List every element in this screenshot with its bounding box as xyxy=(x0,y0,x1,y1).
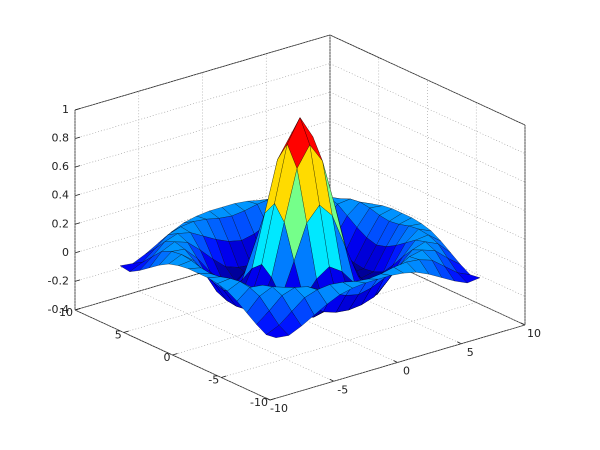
z-tick-label: 0.4 xyxy=(52,189,70,202)
tick-mark xyxy=(74,279,81,282)
x-tick-label: 10 xyxy=(527,327,541,340)
y-tick-label: 10 xyxy=(59,306,73,319)
tick-mark xyxy=(329,378,334,382)
grid-line xyxy=(269,324,526,401)
x-tick-label: 0 xyxy=(403,365,410,378)
x-tick-label: -10 xyxy=(270,402,288,415)
grid-line xyxy=(74,34,331,111)
tick-mark xyxy=(74,165,81,168)
tick-mark xyxy=(74,108,81,111)
z-tick-label: 0 xyxy=(62,246,69,259)
z-tick-label: -0.4 xyxy=(48,303,69,316)
tick-mark xyxy=(269,398,276,401)
tick-mark xyxy=(265,397,271,401)
grid-line xyxy=(74,91,331,168)
y-tick-label: 0 xyxy=(164,351,171,364)
z-tick-label: 0.8 xyxy=(52,132,70,145)
z-tick-label: 0.2 xyxy=(52,217,70,230)
tick-mark xyxy=(123,330,129,333)
x-tick-label: -5 xyxy=(337,383,348,396)
grid-line xyxy=(74,148,331,225)
tick-mark xyxy=(74,308,81,311)
z-tick-label: 0.6 xyxy=(52,160,70,173)
axis-edge xyxy=(329,34,526,126)
tick-mark xyxy=(74,193,81,197)
tick-mark xyxy=(393,360,398,363)
z-tick-label: 1 xyxy=(62,103,69,116)
tick-mark xyxy=(74,250,81,254)
x-tick-label: 5 xyxy=(467,346,474,359)
y-tick-label: 5 xyxy=(115,329,122,342)
tick-mark xyxy=(74,222,81,225)
tick-mark xyxy=(74,136,81,139)
grid-line xyxy=(221,302,477,378)
y-tick-label: -10 xyxy=(250,396,268,409)
tick-mark xyxy=(172,353,178,356)
surface-patch xyxy=(265,324,290,338)
tick-mark xyxy=(520,322,526,326)
z-tick-label: -0.2 xyxy=(48,274,69,287)
y-tick-label: -5 xyxy=(208,374,219,387)
tick-mark xyxy=(457,341,462,345)
tick-mark xyxy=(221,375,227,378)
